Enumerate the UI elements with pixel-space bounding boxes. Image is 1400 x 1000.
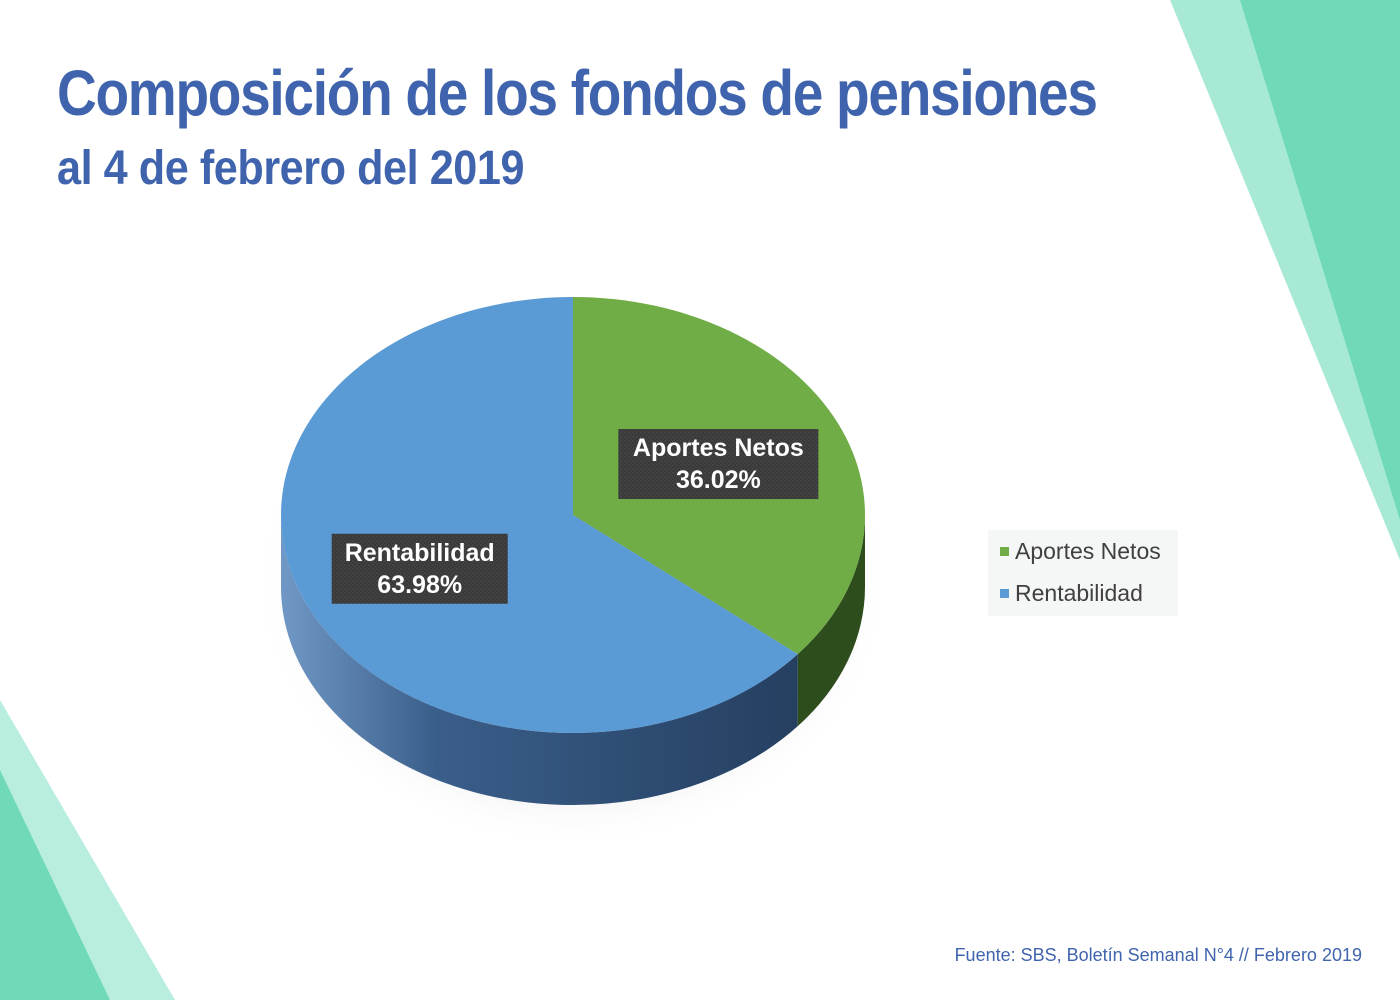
deco-triangle-bottom-left <box>0 770 110 1000</box>
data-label-value: 63.98% <box>377 571 462 599</box>
data-label-box <box>618 429 819 500</box>
pie-slice-rentabilidad <box>281 297 798 733</box>
data-label-rentabilidad: Rentabilidad 63.98% <box>331 533 508 604</box>
legend-label-rentabilidad: Rentabilidad <box>1015 580 1143 606</box>
chart-legend: Aportes Netos Rentabilidad <box>988 530 1178 616</box>
legend-item-rentabilidad: Rentabilidad <box>1000 580 1143 607</box>
page-title: Composición de los fondos de pensiones <box>57 57 1098 129</box>
data-label-aportes-netos: Aportes Netos 36.02% <box>618 429 819 500</box>
source-note: Fuente: SBS, Boletín Semanal N°4 // Febr… <box>954 945 1362 965</box>
data-label-name: Aportes Netos <box>633 434 804 462</box>
data-label-value: 36.02% <box>676 466 761 494</box>
data-label-name: Rentabilidad <box>345 539 495 567</box>
legend-label-aportes: Aportes Netos <box>1015 538 1161 564</box>
legend-swatch-rentabilidad <box>1000 589 1009 598</box>
page-subtitle: al 4 de febrero del 2019 <box>57 142 525 195</box>
legend-item-aportes: Aportes Netos <box>1000 538 1161 565</box>
data-label-box <box>331 533 508 604</box>
pie-side-aportes-netos <box>797 515 866 727</box>
pie-side-rentabilidad <box>281 515 798 806</box>
deco-triangle-top-right <box>1240 0 1400 520</box>
legend-swatch-aportes <box>1000 547 1009 556</box>
pie-chart: Aportes Netos 36.02% Rentabilidad 63.98% <box>253 297 893 850</box>
